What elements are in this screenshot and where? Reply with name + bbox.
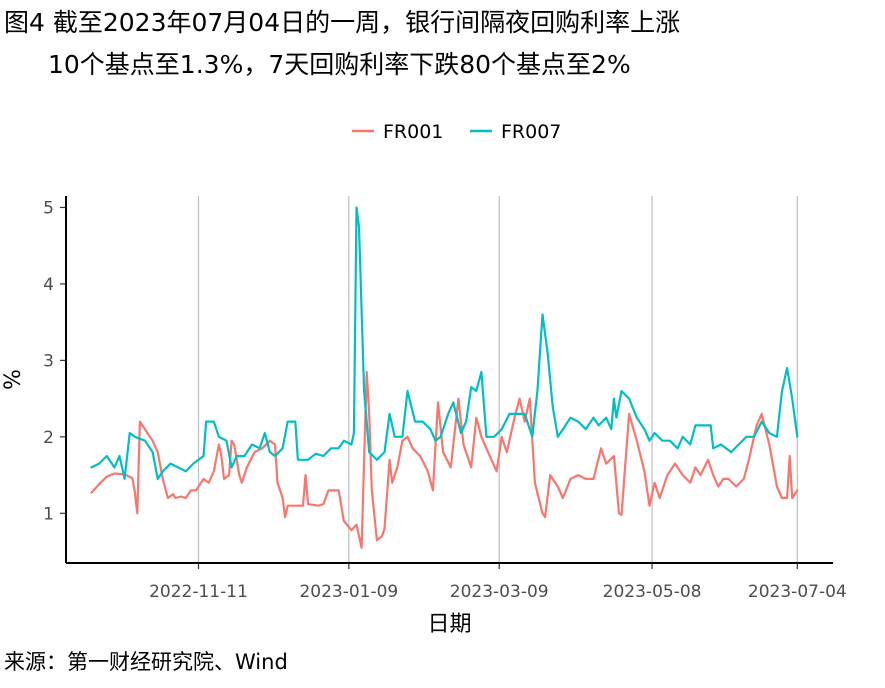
x-tick-label: 2023-03-09 (450, 582, 549, 602)
source-note: 来源：第一财经研究院、Wind (4, 650, 288, 674)
y-tick-label: 3 (43, 351, 54, 371)
tick-labels: 2022-11-11 2023-01-09 2023-03-09 2023-05-08… (43, 198, 847, 602)
chart-title-line-2: 10个基点至1.3%，7天回购利率下跌80个基点至2% (48, 50, 631, 79)
x-tick-label: 2023-07-04 (748, 582, 847, 602)
series-lines (90, 206, 799, 549)
legend: FR001 FR007 (352, 121, 561, 143)
grid-lines (197, 196, 798, 563)
y-tick-label: 1 (43, 504, 54, 524)
legend-label-fr001: FR001 (383, 121, 443, 143)
chart-title-line-1: 图4 截至2023年07月04日的一周，银行间隔夜回购利率上涨 (4, 8, 681, 37)
y-tick-label: 4 (43, 275, 54, 295)
x-axis-title: 日期 (427, 612, 471, 637)
y-tick-label: 5 (43, 198, 54, 218)
y-axis-title: % (1, 369, 26, 390)
axes (60, 196, 833, 569)
x-tick-label: 2022-11-11 (149, 582, 248, 602)
x-tick-label: 2023-05-08 (603, 582, 702, 602)
x-tick-label: 2023-01-09 (299, 582, 398, 602)
y-tick-label: 2 (43, 428, 54, 448)
legend-label-fr007: FR007 (501, 121, 561, 143)
series-line-fr007 (90, 206, 799, 480)
series-line-fr001 (90, 370, 799, 549)
